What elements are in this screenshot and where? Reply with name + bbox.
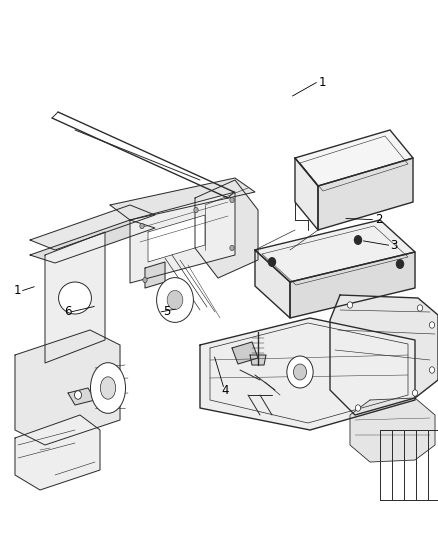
Polygon shape xyxy=(30,220,155,263)
Text: 5: 5 xyxy=(163,305,170,318)
Polygon shape xyxy=(330,295,438,415)
Polygon shape xyxy=(195,180,258,278)
Circle shape xyxy=(354,236,361,244)
Polygon shape xyxy=(295,158,318,230)
Circle shape xyxy=(417,305,423,311)
Polygon shape xyxy=(255,250,290,318)
Polygon shape xyxy=(15,415,100,490)
Circle shape xyxy=(293,364,307,380)
Polygon shape xyxy=(250,355,266,365)
Circle shape xyxy=(230,197,234,203)
Polygon shape xyxy=(295,130,413,186)
Ellipse shape xyxy=(59,282,92,314)
Circle shape xyxy=(140,223,144,229)
Polygon shape xyxy=(148,215,205,262)
Polygon shape xyxy=(350,398,435,462)
Text: 1: 1 xyxy=(14,284,21,297)
Polygon shape xyxy=(290,252,415,318)
Circle shape xyxy=(268,258,276,266)
Circle shape xyxy=(429,322,434,328)
Polygon shape xyxy=(318,158,413,230)
Polygon shape xyxy=(130,192,235,283)
Circle shape xyxy=(157,278,194,322)
Polygon shape xyxy=(232,342,258,364)
Text: 2: 2 xyxy=(375,213,383,226)
Circle shape xyxy=(412,390,417,396)
Polygon shape xyxy=(15,330,120,445)
Circle shape xyxy=(143,277,147,282)
Text: 1: 1 xyxy=(318,76,326,89)
Ellipse shape xyxy=(100,377,116,399)
Polygon shape xyxy=(30,205,155,250)
Circle shape xyxy=(396,260,403,268)
Circle shape xyxy=(74,391,81,399)
Polygon shape xyxy=(145,262,165,288)
Polygon shape xyxy=(200,318,415,430)
Circle shape xyxy=(230,245,234,251)
Polygon shape xyxy=(110,178,255,220)
Circle shape xyxy=(167,290,183,310)
Text: 3: 3 xyxy=(391,239,398,252)
Polygon shape xyxy=(45,232,105,363)
Text: 4: 4 xyxy=(222,384,230,397)
Polygon shape xyxy=(68,388,95,405)
Circle shape xyxy=(287,356,313,388)
Circle shape xyxy=(429,367,434,373)
Circle shape xyxy=(194,207,198,213)
Polygon shape xyxy=(255,220,415,282)
Circle shape xyxy=(355,405,360,411)
Text: 6: 6 xyxy=(64,305,72,318)
Ellipse shape xyxy=(91,362,126,413)
Circle shape xyxy=(347,302,353,308)
